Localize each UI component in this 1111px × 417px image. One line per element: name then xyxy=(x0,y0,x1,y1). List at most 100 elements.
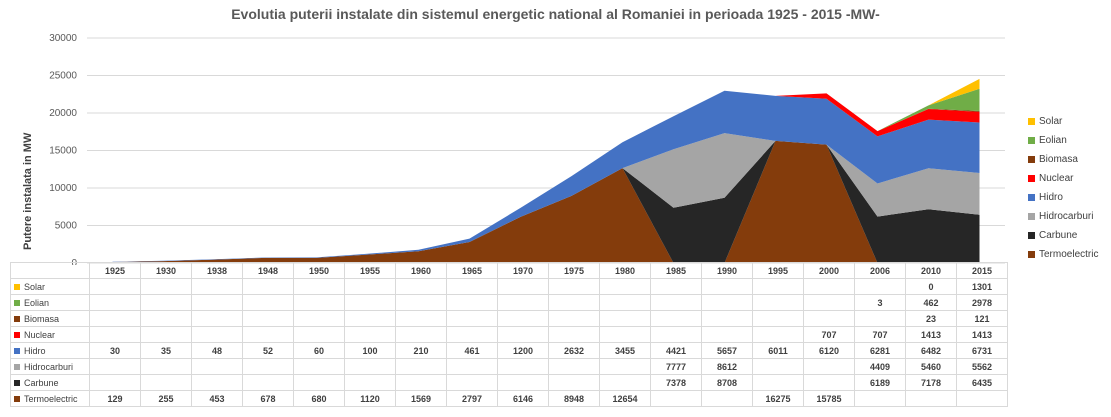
table-cell: 4409 xyxy=(854,358,906,375)
y-tick-label: 30000 xyxy=(49,33,77,44)
table-cell: 129 xyxy=(89,390,141,407)
legend-label: Biomasa xyxy=(1039,154,1078,165)
table-cell xyxy=(344,374,396,391)
legend-item-solar: Solar xyxy=(1028,112,1098,131)
table-cell xyxy=(905,390,957,407)
table-cell xyxy=(395,374,447,391)
table-cell xyxy=(242,310,294,327)
table-cell: 0 xyxy=(905,278,957,295)
legend-item-carbune: Carbune xyxy=(1028,226,1098,245)
legend-label: Solar xyxy=(1039,116,1063,127)
x-tick-label: 1965 xyxy=(446,262,498,279)
table-cell: 1301 xyxy=(956,278,1008,295)
table-cell xyxy=(548,374,600,391)
table-cell: 5460 xyxy=(905,358,957,375)
legend-label: Hidro xyxy=(1039,192,1063,203)
table-cell xyxy=(293,358,345,375)
table-cell xyxy=(803,374,855,391)
row-swatch xyxy=(14,395,20,402)
table-cell xyxy=(701,310,753,327)
table-cell xyxy=(140,294,192,311)
table-cell xyxy=(446,374,498,391)
table-cell xyxy=(242,374,294,391)
table-cell xyxy=(395,294,447,311)
table-cell xyxy=(293,310,345,327)
data-table: 1925 1930 1938 1948 1950 1955 1960 1965 1970 1975… xyxy=(10,262,1008,407)
x-tick-label: 1955 xyxy=(344,262,396,279)
table-cell xyxy=(446,310,498,327)
legend-swatch xyxy=(1028,194,1035,201)
table-row: Carbune 7378 8708 6189 7178 6435 xyxy=(10,374,1008,391)
table-cell xyxy=(89,310,141,327)
legend: Solar Eolian Biomasa Nuclear Hidro Hidrocarbu… xyxy=(1028,112,1098,264)
table-cell xyxy=(650,310,702,327)
table-row: Eolian 3 462 2978 xyxy=(10,294,1008,311)
table-cell xyxy=(803,310,855,327)
table-cell xyxy=(497,326,549,343)
table-cell: 1413 xyxy=(905,326,957,343)
x-tick-label: 2006 xyxy=(854,262,906,279)
table-cell xyxy=(140,310,192,327)
legend-swatch xyxy=(1028,137,1035,144)
chart-title: Evolutia puterii instalate din sistemul … xyxy=(231,6,880,22)
x-tick-label: 1925 xyxy=(89,262,141,279)
table-cell: 3455 xyxy=(599,342,651,359)
table-cell xyxy=(497,310,549,327)
table-cell: 2632 xyxy=(548,342,600,359)
table-cell xyxy=(701,326,753,343)
table-row: Termoelectric 129 255 453 678 680 1120 1569 2797… xyxy=(10,390,1008,407)
table-cell xyxy=(752,294,804,311)
table-cell xyxy=(242,278,294,295)
table-cell: 4421 xyxy=(650,342,702,359)
y-tick-label: 10000 xyxy=(49,183,77,194)
table-row: Biomasa 23 121 xyxy=(10,310,1008,327)
row-label: Biomasa xyxy=(10,310,90,327)
table-cell: 48 xyxy=(191,342,243,359)
table-cell xyxy=(293,294,345,311)
table-cell xyxy=(446,326,498,343)
table-cell xyxy=(293,326,345,343)
table-cell: 100 xyxy=(344,342,396,359)
legend-label: Termoelectric xyxy=(1039,249,1099,260)
x-tick-label: 1930 xyxy=(140,262,192,279)
legend-swatch xyxy=(1028,118,1035,125)
table-cell: 60 xyxy=(293,342,345,359)
table-cell xyxy=(344,358,396,375)
row-label: Solar xyxy=(10,278,90,295)
table-cell xyxy=(548,358,600,375)
table-cell: 7178 xyxy=(905,374,957,391)
table-cell: 23 xyxy=(905,310,957,327)
table-cell xyxy=(854,278,906,295)
table-cell: 6731 xyxy=(956,342,1008,359)
table-cell: 16275 xyxy=(752,390,804,407)
y-tick-label: 15000 xyxy=(49,146,77,157)
table-cell: 707 xyxy=(854,326,906,343)
x-tick-label: 1975 xyxy=(548,262,600,279)
table-cell: 210 xyxy=(395,342,447,359)
area-termoelectric xyxy=(112,140,980,263)
y-tick-label: 20000 xyxy=(49,108,77,119)
table-cell xyxy=(701,390,753,407)
table-cell xyxy=(344,294,396,311)
table-row: Nuclear 707 707 1413 1413 xyxy=(10,326,1008,343)
table-cell xyxy=(191,358,243,375)
table-cell: 52 xyxy=(242,342,294,359)
table-cell xyxy=(854,310,906,327)
table-cell xyxy=(599,358,651,375)
table-cell: 15785 xyxy=(803,390,855,407)
table-cell xyxy=(344,326,396,343)
table-cell xyxy=(344,310,396,327)
table-cell xyxy=(446,358,498,375)
table-cell: 12654 xyxy=(599,390,651,407)
table-cell xyxy=(89,374,141,391)
legend-swatch xyxy=(1028,156,1035,163)
table-cell: 6146 xyxy=(497,390,549,407)
legend-label: Nuclear xyxy=(1039,173,1074,184)
table-cell xyxy=(548,294,600,311)
legend-item-eolian: Eolian xyxy=(1028,131,1098,150)
table-corner xyxy=(10,262,90,279)
table-cell xyxy=(140,278,192,295)
table-cell: 461 xyxy=(446,342,498,359)
table-cell xyxy=(344,278,396,295)
row-swatch xyxy=(14,315,20,322)
